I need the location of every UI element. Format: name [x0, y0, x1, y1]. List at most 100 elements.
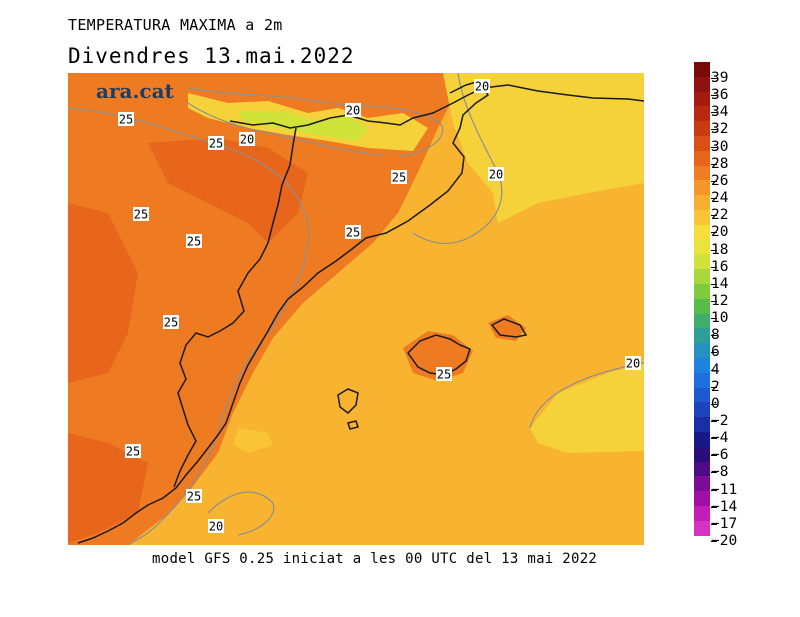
colorbar-label: 2: [711, 378, 720, 395]
colorbar-label: −8: [711, 464, 729, 481]
contour-20-se: [529, 362, 644, 429]
colorbar-label: −6: [711, 447, 729, 464]
colorbar-tick: [711, 541, 717, 543]
colorbar-label: 6: [711, 344, 720, 361]
colorbar-tick: [711, 232, 717, 234]
colorbar-label: 12: [711, 292, 729, 309]
colorbar-swatch: [694, 150, 710, 166]
colorbar-swatch: [694, 269, 710, 284]
colorbar-tick: [711, 386, 717, 388]
colorbar-label: 30: [711, 138, 729, 155]
colorbar-swatch: [694, 224, 710, 240]
contour-label-bg: [239, 132, 255, 146]
temperature-colorbar: [694, 62, 710, 536]
colorbar-swatch: [694, 180, 710, 196]
contour-label: 20: [489, 168, 503, 182]
colorbar-swatch: [694, 298, 710, 314]
colorbar-swatch: [694, 476, 710, 492]
contour-25: [68, 107, 310, 545]
contour-label-bg: [118, 112, 134, 126]
menorca-outline: [490, 318, 528, 338]
colorbar-swatch: [694, 431, 710, 447]
contour-label: 25: [346, 226, 360, 240]
colorbar-tick: [711, 146, 717, 148]
colorbar-tick: [711, 300, 717, 302]
colorbar-tick: [711, 421, 717, 422]
contour-label: 25: [119, 113, 133, 127]
coastline-mainland: [77, 80, 489, 544]
colorbar-tick: [711, 403, 717, 405]
colorbar-swatch: [694, 402, 710, 418]
colorbar-swatch: [694, 343, 710, 358]
colorbar-label: 4: [711, 361, 720, 378]
colorbar-label: 26: [711, 172, 729, 189]
colorbar-swatch: [694, 62, 710, 77]
colorbar-label: 22: [711, 207, 729, 224]
colorbar-label: 20: [711, 224, 729, 241]
contour-label: 20: [240, 133, 254, 147]
contour-label: 25: [209, 137, 223, 151]
colorbar-label: 28: [711, 155, 729, 172]
northeast-yellow-zone: [443, 73, 644, 223]
colorbar-label: 36: [711, 87, 729, 104]
colorbar-tick: [711, 215, 717, 217]
contour-label: 20: [209, 520, 223, 534]
colorbar-label: 10: [711, 310, 729, 327]
colorbar-swatch: [694, 328, 710, 344]
land-hot-zone-3: [68, 433, 148, 543]
colorbar-tick: [711, 198, 717, 200]
contour-label: 25: [437, 368, 451, 382]
colorbar-label: −4: [711, 430, 729, 447]
colorbar-label: 39: [711, 70, 729, 86]
contour-label-bg: [436, 367, 452, 381]
colorbar-swatch: [694, 372, 710, 388]
colorbar-tick: [711, 163, 717, 165]
contour-label-bg: [625, 356, 641, 370]
colorbar-swatch: [694, 121, 710, 136]
colorbar-label: 8: [711, 327, 720, 344]
colorbar-swatch: [694, 357, 710, 373]
colorbar-label: 34: [711, 104, 729, 121]
land-warm-zone: [68, 73, 458, 545]
colorbar-swatch: [694, 106, 710, 122]
coastal-strip: [233, 428, 273, 453]
contour-label-bg: [208, 136, 224, 150]
model-info-footer: model GFS 0.25 iniciat a les 00 UTC del …: [152, 551, 598, 567]
colorbar-swatch: [694, 417, 710, 432]
colorbar-label: 24: [711, 190, 729, 207]
contour-label: 20: [626, 357, 640, 371]
contour-20: [187, 87, 444, 157]
contour-label-bg: [391, 170, 407, 184]
colorbar-tick: [711, 283, 717, 285]
colorbar-tick: [711, 335, 717, 337]
colorbar-tick: [711, 266, 717, 268]
land-hot-zone: [148, 138, 308, 243]
contour-label-bg: [345, 103, 361, 117]
colorbar-tick: [711, 523, 717, 525]
contour-label-bg: [163, 315, 179, 329]
contour-labels: 20 25 20 25 20 25 20 25 25 25 25 20 25 25 25 20: [118, 79, 641, 534]
land-hot-zone-2: [68, 203, 138, 383]
colorbar-tick: [711, 78, 717, 79]
colorbar-swatch: [694, 446, 710, 462]
mallorca-outline: [407, 334, 471, 376]
contour-label-bg: [345, 225, 361, 239]
colorbar-tick: [711, 369, 717, 371]
contour-20-sw: [207, 491, 275, 536]
colorbar-label: 18: [711, 241, 729, 258]
temperature-map: 20 25 20 25 20 25 20 25 25 25 25 20 25 25 25 20: [68, 73, 644, 545]
colorbar-tick: [711, 249, 717, 251]
contour-label: 25: [164, 316, 178, 330]
colorbar-swatch: [694, 254, 710, 270]
colorbar-label: −17: [711, 515, 738, 532]
contour-label-bg: [186, 234, 202, 248]
ibiza-outline: [337, 388, 359, 414]
map-date: Divendres 13.mai.2022: [68, 44, 355, 68]
colorbar-label: −2: [711, 413, 729, 429]
colorbar-swatch: [694, 491, 710, 506]
contour-label: 25: [187, 490, 201, 504]
colorbar-swatch: [694, 239, 710, 255]
colorbar-swatch: [694, 313, 710, 329]
contour-label-bg: [133, 207, 149, 221]
contour-label: 20: [475, 80, 489, 94]
